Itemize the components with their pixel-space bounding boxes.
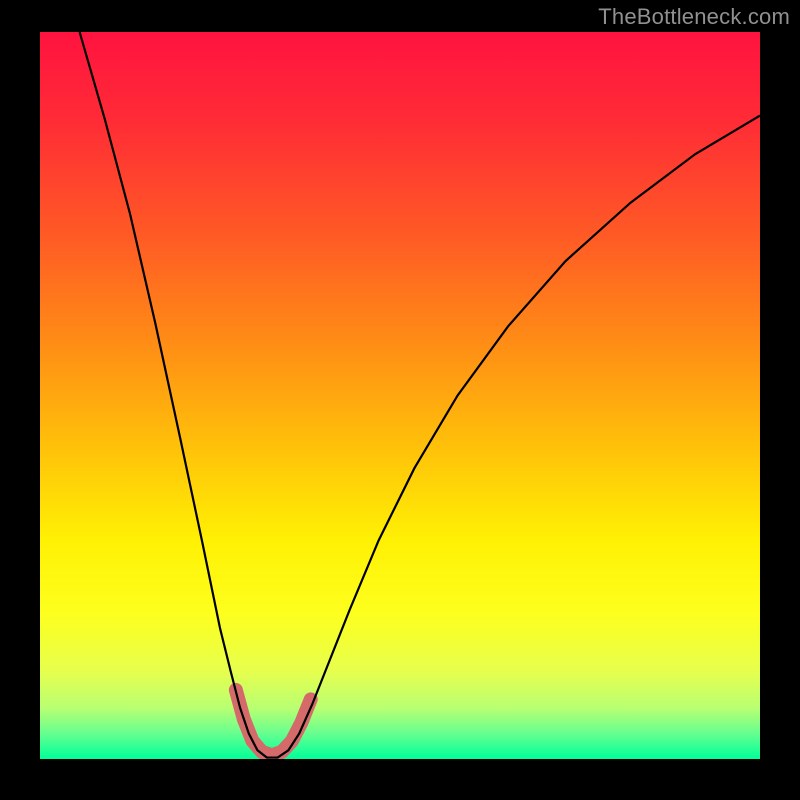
chart-canvas: TheBottleneck.com	[0, 0, 800, 800]
watermark-text: TheBottleneck.com	[598, 4, 790, 30]
curve-layer	[40, 32, 760, 759]
plot-area	[40, 32, 760, 759]
bottleneck-curve-path	[80, 32, 760, 758]
valley-marker-path	[236, 690, 311, 755]
